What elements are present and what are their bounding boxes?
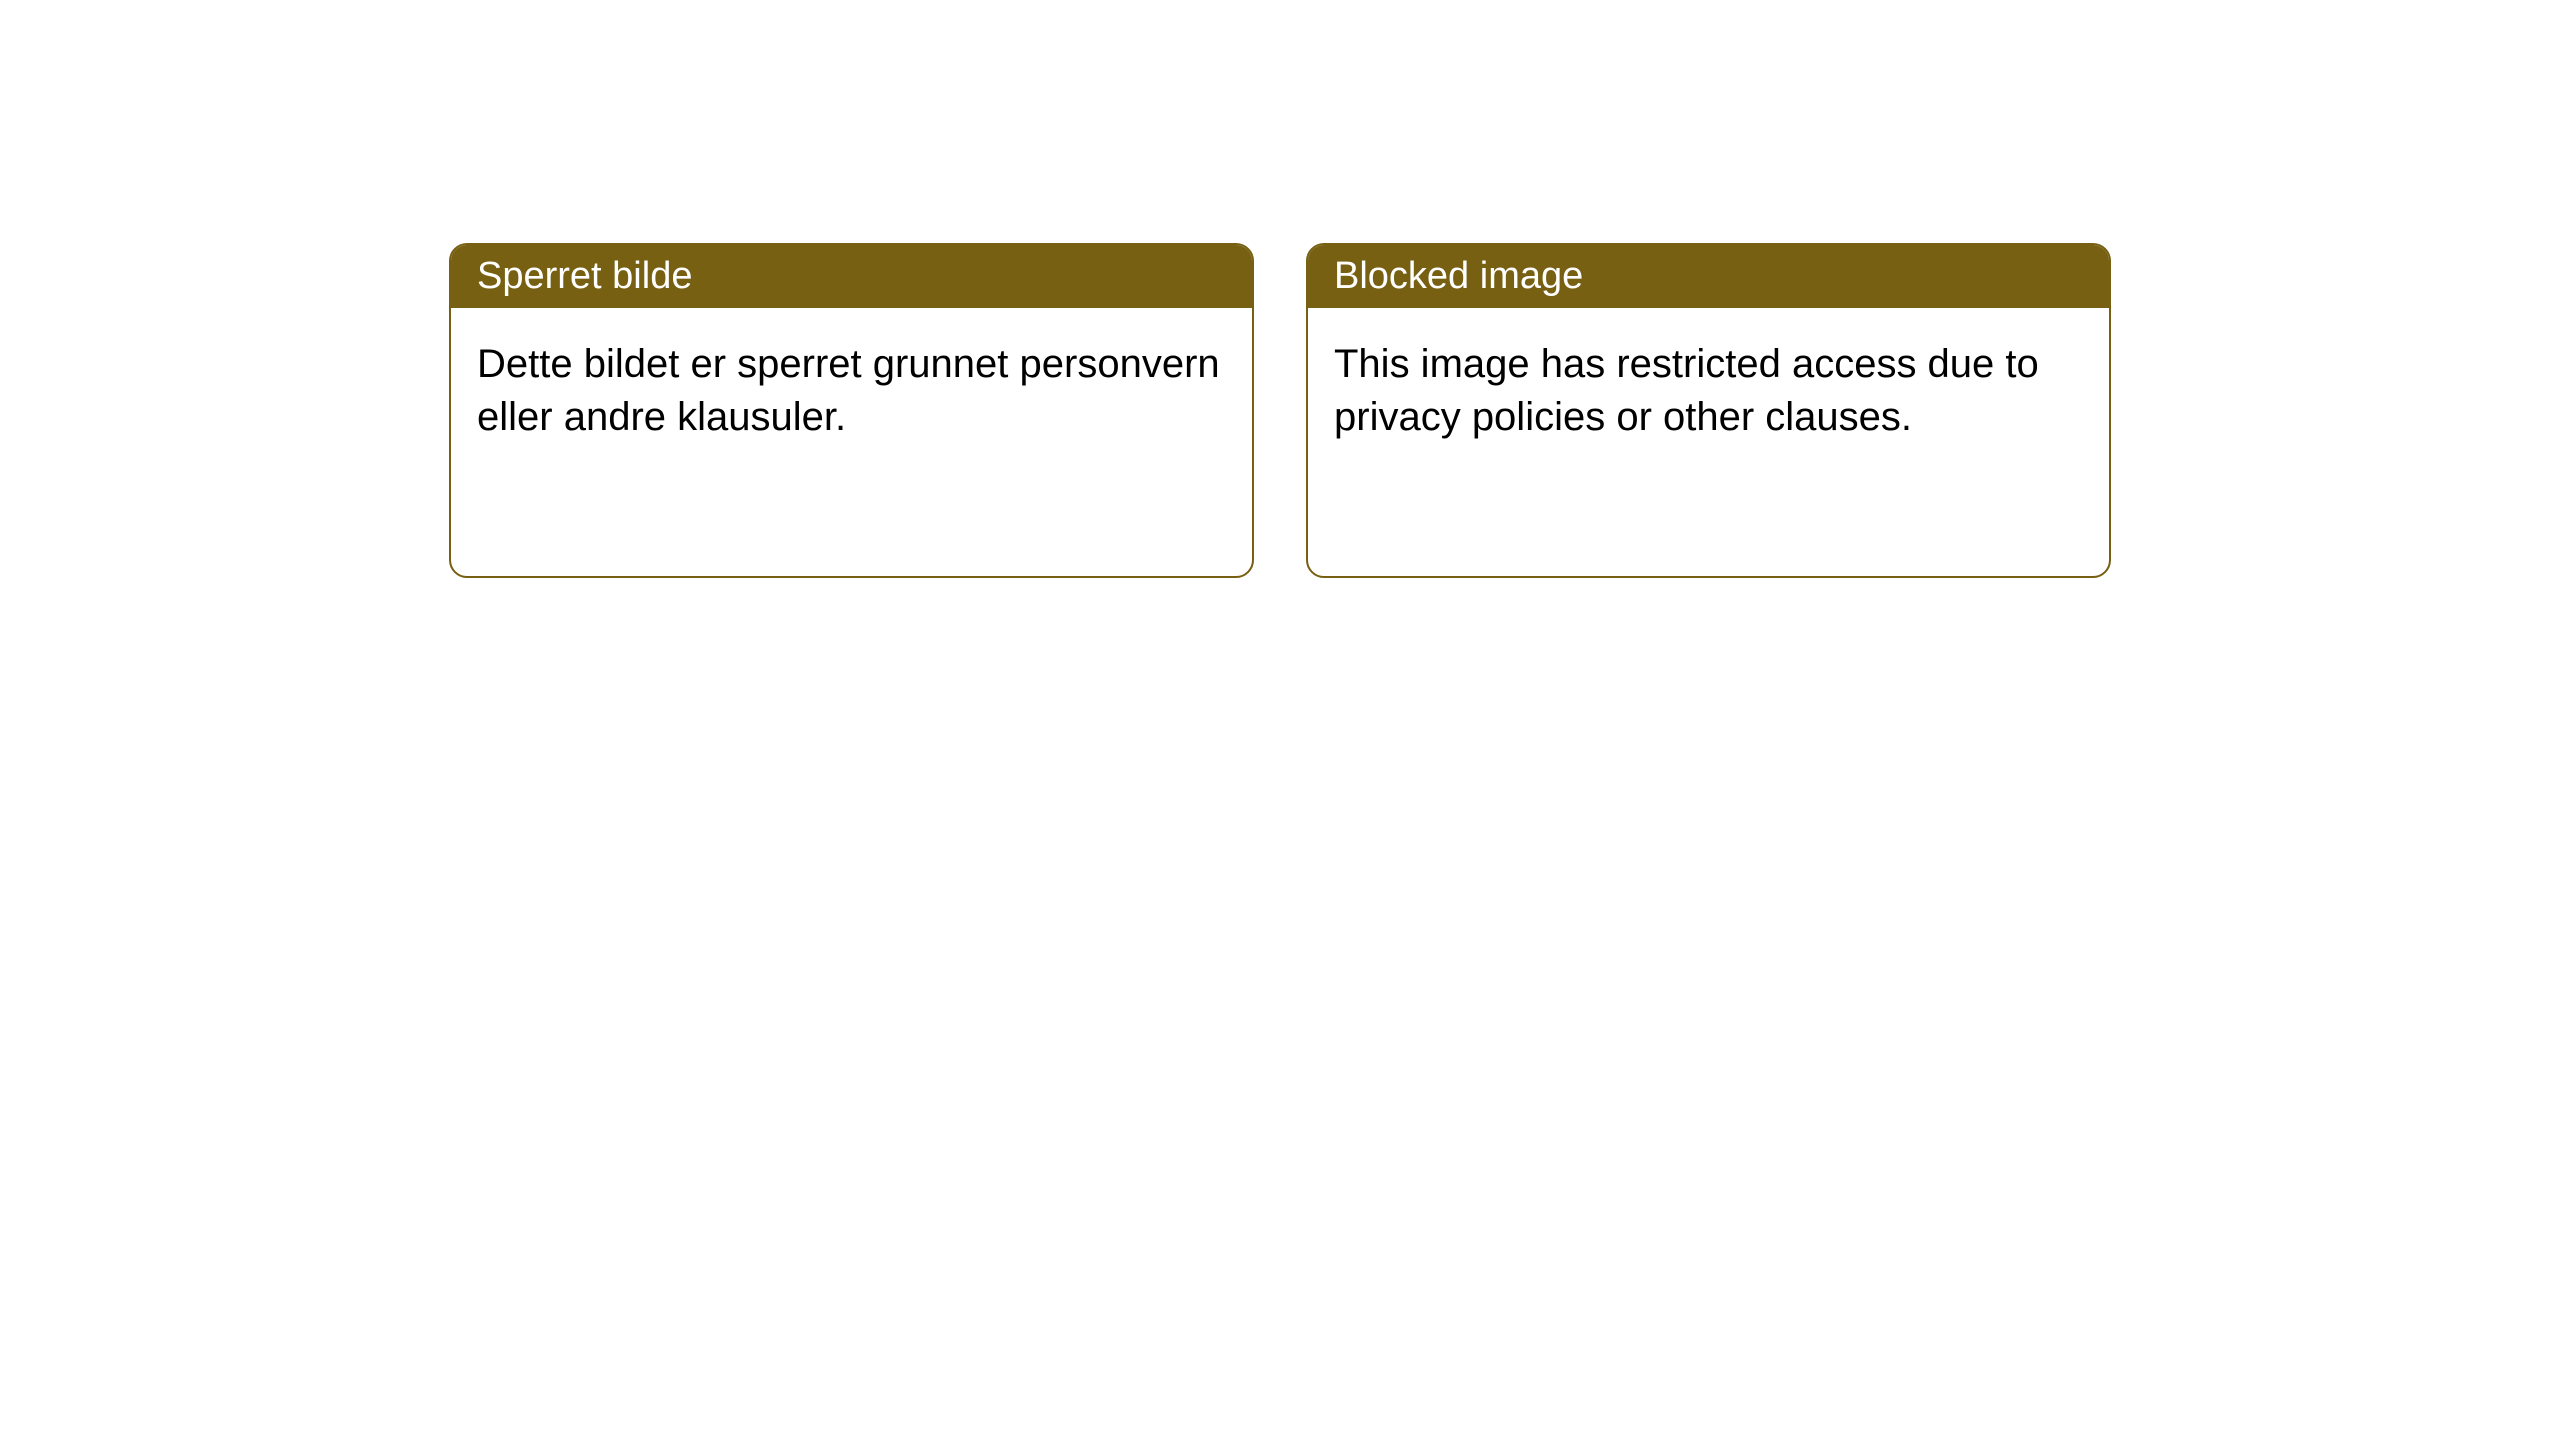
notice-container: Sperret bilde Dette bildet er sperret gr… (449, 243, 2111, 578)
card-message-en: This image has restricted access due to … (1334, 342, 2039, 439)
card-message-no: Dette bildet er sperret grunnet personve… (477, 342, 1220, 439)
card-header-en: Blocked image (1308, 245, 2109, 308)
card-header-no: Sperret bilde (451, 245, 1252, 308)
card-title-en: Blocked image (1334, 255, 1583, 297)
blocked-image-card-no: Sperret bilde Dette bildet er sperret gr… (449, 243, 1254, 578)
blocked-image-card-en: Blocked image This image has restricted … (1306, 243, 2111, 578)
card-body-no: Dette bildet er sperret grunnet personve… (451, 308, 1252, 474)
card-title-no: Sperret bilde (477, 255, 692, 297)
card-body-en: This image has restricted access due to … (1308, 308, 2109, 474)
